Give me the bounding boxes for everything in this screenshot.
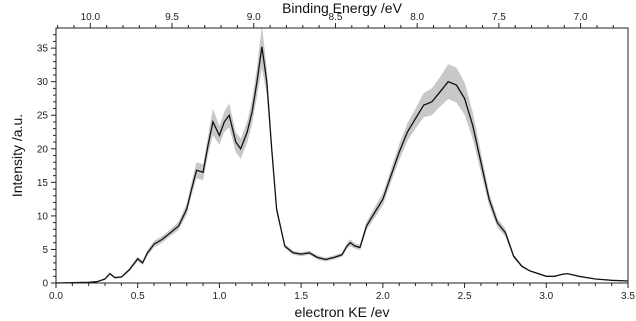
y-tick-label: 25 <box>37 111 49 122</box>
x-tick-label: 2.0 <box>376 291 390 302</box>
y-tick-label: 15 <box>37 178 49 189</box>
top-tick-label: 8.5 <box>329 12 343 23</box>
top-tick-label: 9.5 <box>165 12 179 23</box>
y-tick-label: 10 <box>37 211 49 222</box>
y-tick-label: 0 <box>42 279 48 290</box>
x-tick-label: 0.0 <box>49 291 63 302</box>
x-tick-label: 3.0 <box>539 291 553 302</box>
top-tick-label: 7.0 <box>574 12 588 23</box>
intensity-line <box>55 46 629 284</box>
y-tick-label: 30 <box>37 77 49 88</box>
top-tick-label: 8.0 <box>410 12 424 23</box>
top-axis-title: Binding Energy /eV <box>282 0 403 16</box>
x-tick-label: 1.0 <box>212 291 226 302</box>
top-tick-label: 10.0 <box>81 12 101 23</box>
x-axis-title: electron KE /ev <box>295 304 390 320</box>
x-tick-label: 0.5 <box>131 291 145 302</box>
x-tick-label: 3.5 <box>621 291 635 302</box>
top-tick-label: 7.5 <box>492 12 506 23</box>
x-tick-label: 1.5 <box>294 291 308 302</box>
y-tick-label: 5 <box>42 245 48 256</box>
y-tick-label: 20 <box>37 144 49 155</box>
y-tick-label: 35 <box>37 44 49 55</box>
ticks-group: 0.0 0.5 1.0 1.5 2.0 2.5 3.0 3.5 0 5 10 15 20 25 30 35 10… <box>37 12 636 302</box>
top-tick-label: 9.0 <box>247 12 261 23</box>
y-axis-title: Intensity /a.u. <box>9 114 25 197</box>
x-tick-label: 2.5 <box>458 291 472 302</box>
